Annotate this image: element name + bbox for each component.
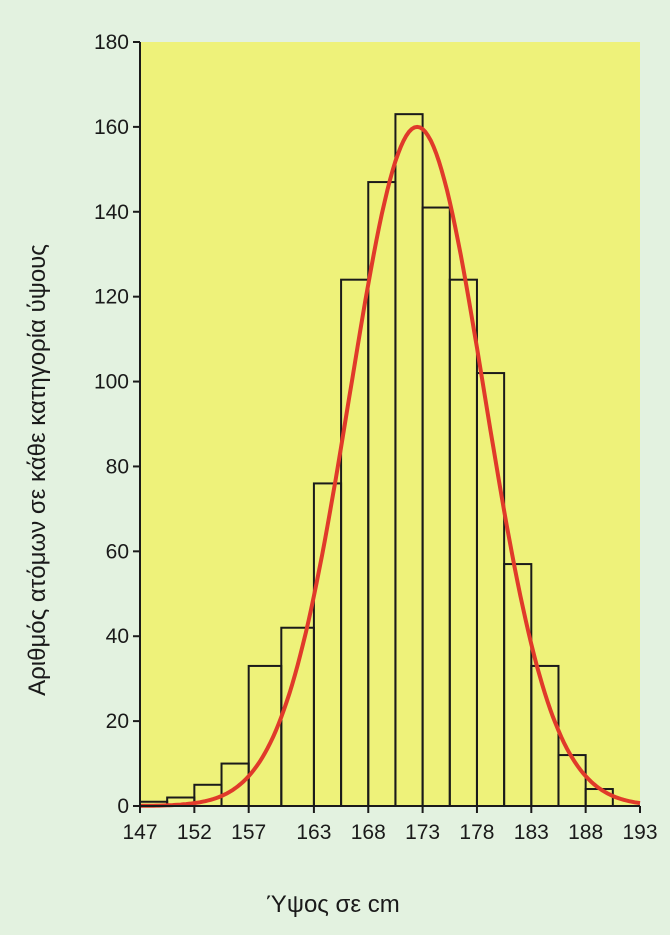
x-tick-label: 173 bbox=[405, 821, 440, 844]
plot-background bbox=[140, 42, 640, 806]
normal-fit-curve bbox=[139, 124, 641, 808]
x-tick-label: 188 bbox=[568, 821, 603, 844]
y-axis-title: Αριθμός ατόμων σε κάθε κατηγορία ύψους bbox=[24, 244, 51, 696]
x-tick-label: 147 bbox=[122, 821, 157, 844]
y-tick-label: 0 bbox=[117, 795, 129, 818]
y-tick-label: 140 bbox=[94, 201, 129, 224]
y-ticks-group: 0 20 40 60 80 100 120 140 160 180 bbox=[94, 31, 140, 818]
x-tick-label: 183 bbox=[514, 821, 549, 844]
x-axis-title: Ύψος σε cm bbox=[266, 891, 399, 918]
axes-group bbox=[139, 42, 640, 807]
y-tick-label: 160 bbox=[94, 116, 129, 139]
x-tick-label: 193 bbox=[622, 821, 657, 844]
y-tick-label: 20 bbox=[106, 710, 129, 733]
x-tick-label: 178 bbox=[459, 821, 494, 844]
y-tick-label: 60 bbox=[106, 540, 129, 563]
y-tick-label: 100 bbox=[94, 371, 129, 394]
y-tick-label: 180 bbox=[94, 31, 129, 54]
y-tick-label: 120 bbox=[94, 286, 129, 309]
y-tick-label: 40 bbox=[106, 625, 129, 648]
y-tick-label: 80 bbox=[106, 455, 129, 478]
x-tick-label: 157 bbox=[231, 821, 266, 844]
x-tick-label: 168 bbox=[351, 821, 386, 844]
x-tick-label: 163 bbox=[296, 821, 331, 844]
x-tick-label: 152 bbox=[177, 821, 212, 844]
x-ticks-group: 147 152 157 163 168 173 178 183 188 193 bbox=[122, 806, 658, 844]
